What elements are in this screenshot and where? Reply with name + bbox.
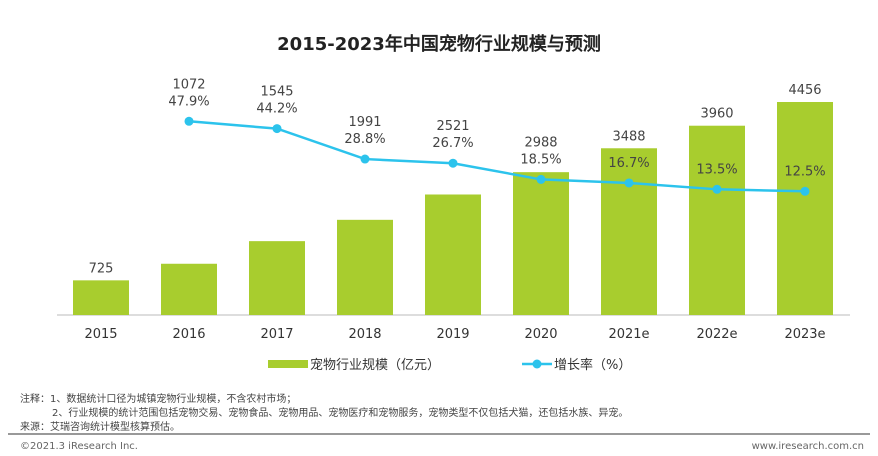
bar-2020	[513, 172, 569, 315]
growth-point	[272, 124, 282, 134]
bar-value-label: 2988	[524, 135, 557, 150]
chart-title: 2015-2023年中国宠物行业规模与预测	[277, 34, 601, 55]
bar-2021e	[601, 148, 657, 315]
bar-2023e	[777, 102, 833, 315]
bar-2022e	[689, 125, 745, 315]
note-1: 注释：1、数据统计口径为城镇宠物行业规模，不含农村市场；	[20, 394, 297, 405]
bar-value-label: 3960	[700, 107, 733, 122]
bar-value-label: 3488	[612, 129, 645, 144]
x-tick-label: 2017	[260, 327, 293, 342]
bar-value-label: 2521	[436, 119, 469, 134]
bar-value-label: 725	[89, 261, 114, 276]
growth-point	[448, 158, 458, 168]
growth-point	[184, 116, 194, 126]
footer-divider	[8, 433, 870, 435]
x-tick-label: 2019	[436, 327, 469, 342]
legend-line-label: 增长率（%）	[554, 357, 631, 373]
x-tick-label: 2018	[348, 327, 381, 342]
legend-bar-label: 宠物行业规模（亿元）	[310, 357, 440, 373]
bar-value-label: 1545	[260, 85, 293, 100]
growth-point	[800, 186, 810, 196]
growth-line	[188, 120, 806, 193]
bar-2016	[161, 263, 217, 315]
legend-bar-swatch	[268, 360, 308, 368]
x-tick-label: 2021e	[608, 327, 649, 342]
bar-2019	[425, 194, 481, 315]
bar-2018	[337, 219, 393, 315]
x-tick-label: 2015	[84, 327, 117, 342]
x-tick-label: 2022e	[696, 327, 737, 342]
copyright: ©2021.3 iResearch Inc.	[20, 441, 138, 452]
growth-point	[712, 184, 722, 194]
legend-line-marker	[532, 359, 542, 369]
bar-value-label: 1072	[172, 77, 205, 92]
growth-point	[360, 154, 370, 164]
combo-chart: 725 2015 1072 2016 1545 2017 1991 2018 2521 2019 2…	[57, 77, 850, 373]
bar-value-label: 4456	[788, 83, 821, 98]
growth-value-label: 12.5%	[784, 164, 825, 179]
growth-point	[536, 174, 546, 184]
x-tick-label: 2020	[524, 327, 557, 342]
growth-value-label: 28.8%	[344, 132, 385, 147]
website: www.iresearch.com.cn	[751, 441, 864, 452]
growth-value-label: 26.7%	[432, 136, 473, 151]
x-tick-label: 2016	[172, 327, 205, 342]
bar-2015	[73, 280, 129, 315]
growth-value-label: 18.5%	[520, 152, 561, 167]
x-tick-label: 2023e	[784, 327, 825, 342]
bar-2017	[249, 241, 305, 315]
bar-value-label: 1991	[348, 115, 381, 130]
growth-value-label: 13.5%	[696, 162, 737, 177]
growth-value-label: 44.2%	[256, 102, 297, 117]
source-note: 来源：艾瑞咨询统计模型核算预估。	[20, 422, 180, 433]
growth-value-label: 47.9%	[168, 94, 209, 109]
note-2: 2、行业规模的统计范围包括宠物交易、宠物食品、宠物用品、宠物医疗和宠物服务，宠物…	[52, 408, 629, 419]
growth-value-label: 16.7%	[608, 156, 649, 171]
growth-point	[624, 178, 634, 188]
